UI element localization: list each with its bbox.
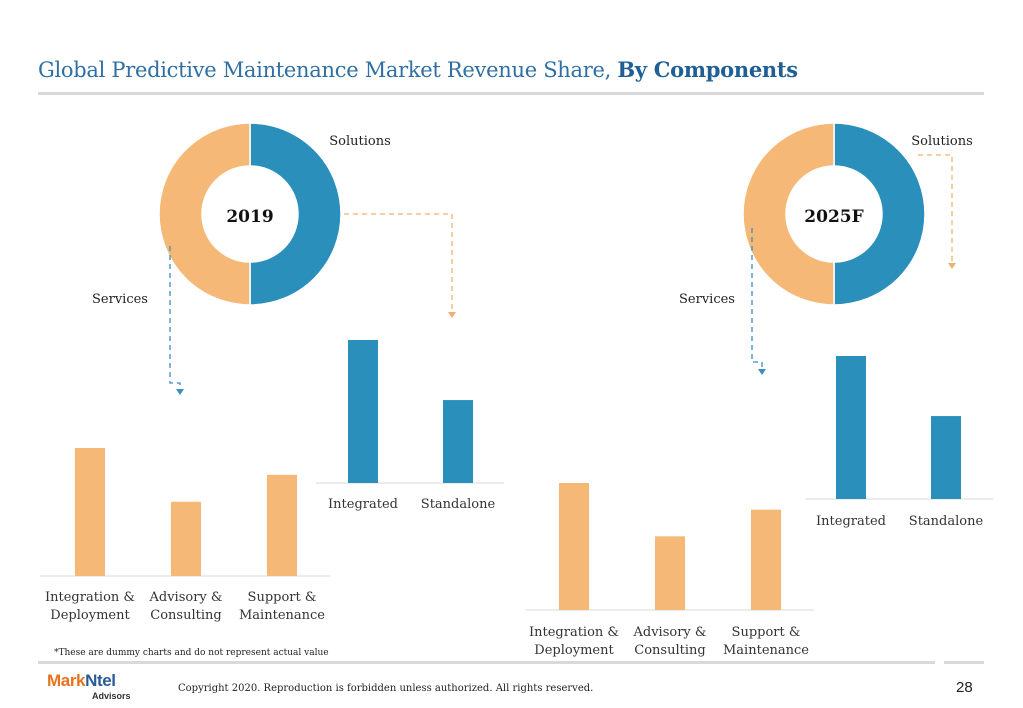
bar-4-bar-0 <box>836 356 866 499</box>
bar-2-tick-label-1-line2: Consulting <box>150 608 221 623</box>
bar-2-tick-label-0-line2: Deployment <box>50 608 130 623</box>
bar-2-tick-label-2-line2: Maintenance <box>239 608 325 623</box>
title-divider <box>38 92 984 95</box>
bar-2-tick-label-0: Integration & <box>45 590 135 605</box>
footer-divider <box>38 661 935 664</box>
connector-2025-solutions-arrow <box>948 263 956 269</box>
donut-3-label-services: Services <box>679 292 735 307</box>
bar-2-tick-label-1: Advisory & <box>149 590 223 605</box>
bar-1-tick-label-1: Standalone <box>421 497 496 512</box>
donut-0-slice-solutions <box>249 122 342 306</box>
connector-2019-solutions-arrow <box>448 312 456 318</box>
bar-5-bar-0 <box>559 483 589 610</box>
bar-4-tick-label-0: Integrated <box>816 514 886 529</box>
bar-5-tick-label-1-line2: Consulting <box>634 643 705 658</box>
disclaimer-note: *These are dummy charts and do not repre… <box>54 648 329 658</box>
connector-2025-services <box>751 228 763 369</box>
donut-3-slice-services <box>742 122 835 306</box>
donut-0-label-services: Services <box>92 292 148 307</box>
bar-5-tick-label-2-line2: Maintenance <box>723 643 809 658</box>
connector-2025-solutions <box>918 154 953 263</box>
bar-5-tick-label-0: Integration & <box>529 625 619 640</box>
bar-4-tick-label-1: Standalone <box>909 514 984 529</box>
bar-5-bar-2 <box>751 509 781 610</box>
title-bold: By Components <box>617 57 798 82</box>
donut-3-slice-solutions <box>833 122 926 306</box>
donut-3-center-label: 2025F <box>804 207 863 227</box>
bar-5-tick-label-1: Advisory & <box>633 625 707 640</box>
bar-1-bar-0 <box>348 340 378 483</box>
bar-2-bar-1 <box>171 501 201 576</box>
bar-5-bar-1 <box>655 536 685 610</box>
bar-5-tick-label-2: Support & <box>732 625 801 640</box>
copyright-text: Copyright 2020. Reproduction is forbidde… <box>178 683 594 694</box>
logo-wordmark: MarkNtel <box>47 671 116 690</box>
bar-2-bar-0 <box>75 448 105 576</box>
connector-2019-solutions <box>344 213 453 312</box>
marknetel-logo: MarkNtel Advisors <box>47 671 139 705</box>
bar-5-tick-label-0-line2: Deployment <box>534 643 614 658</box>
page-number: 28 <box>956 679 973 696</box>
donut-0-center-label: 2019 <box>226 207 273 227</box>
bar-1-bar-1 <box>443 400 473 483</box>
donut-3-label-solutions: Solutions <box>911 134 973 149</box>
bar-4-bar-1 <box>931 416 961 499</box>
logo-subtitle: Advisors <box>92 691 131 701</box>
donut-0-slice-services <box>158 122 251 306</box>
donut-0-label-solutions: Solutions <box>329 134 391 149</box>
bar-2-bar-2 <box>267 474 297 576</box>
connector-2019-services-arrow <box>176 389 184 395</box>
bar-2-tick-label-2: Support & <box>248 590 317 605</box>
page-title: Global Predictive Maintenance Market Rev… <box>38 57 798 82</box>
title-main: Global Predictive Maintenance Market Rev… <box>38 58 618 82</box>
bar-1-tick-label-0: Integrated <box>328 497 398 512</box>
connector-2025-services-arrow <box>758 369 766 375</box>
footer-divider-short <box>944 661 984 664</box>
